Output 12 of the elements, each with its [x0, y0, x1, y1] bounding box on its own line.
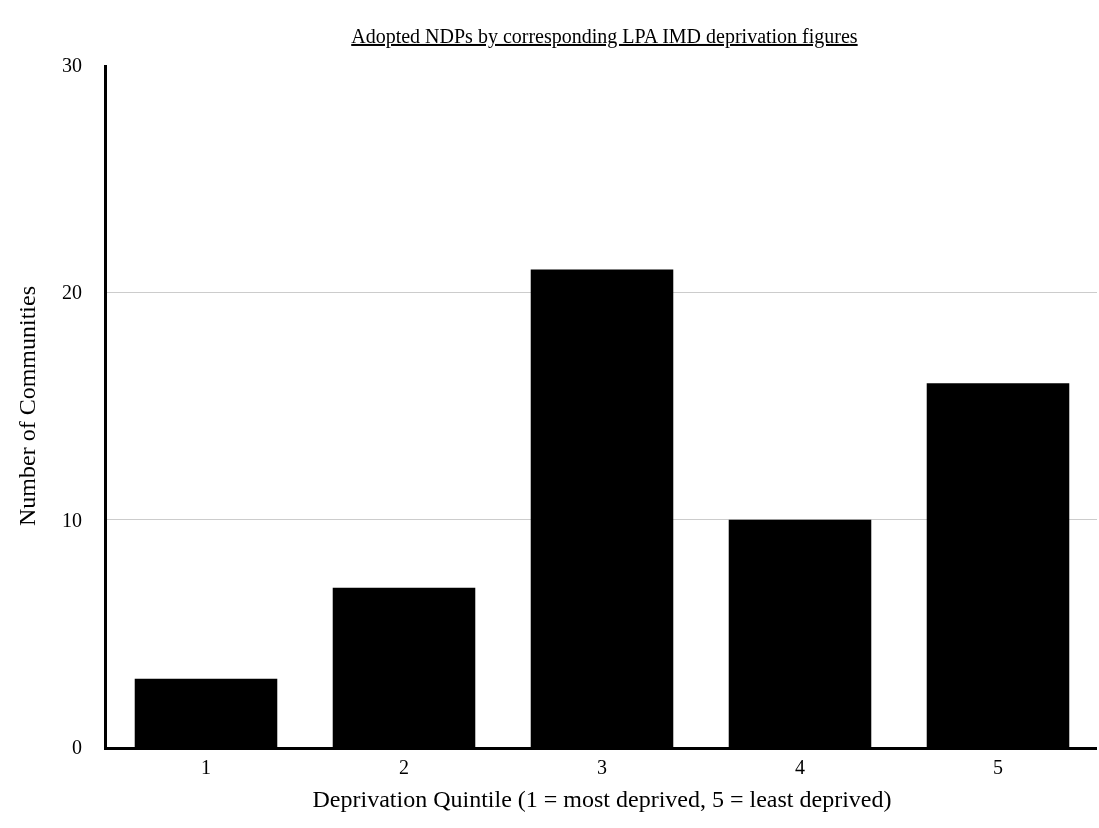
x-axis-title: Deprivation Quintile (1 = most deprived, 5 = least deprived) — [312, 786, 892, 813]
x-tick-label: 1 — [201, 756, 211, 778]
y-axis-title: Number of Communities — [14, 286, 41, 526]
y-tick-label: 20 — [62, 281, 82, 304]
x-tick-label: 4 — [795, 756, 805, 778]
x-tick-label: 3 — [597, 756, 607, 778]
y-tick-label: 0 — [72, 736, 82, 758]
y-tick-label: 10 — [62, 508, 82, 531]
chart-title: Adopted NDPs by corresponding LPA IMD deprivation figures — [351, 24, 858, 48]
y-tick-label: 30 — [62, 54, 82, 76]
x-tick-label: 5 — [993, 756, 1003, 778]
x-tick-label: 2 — [399, 756, 409, 778]
